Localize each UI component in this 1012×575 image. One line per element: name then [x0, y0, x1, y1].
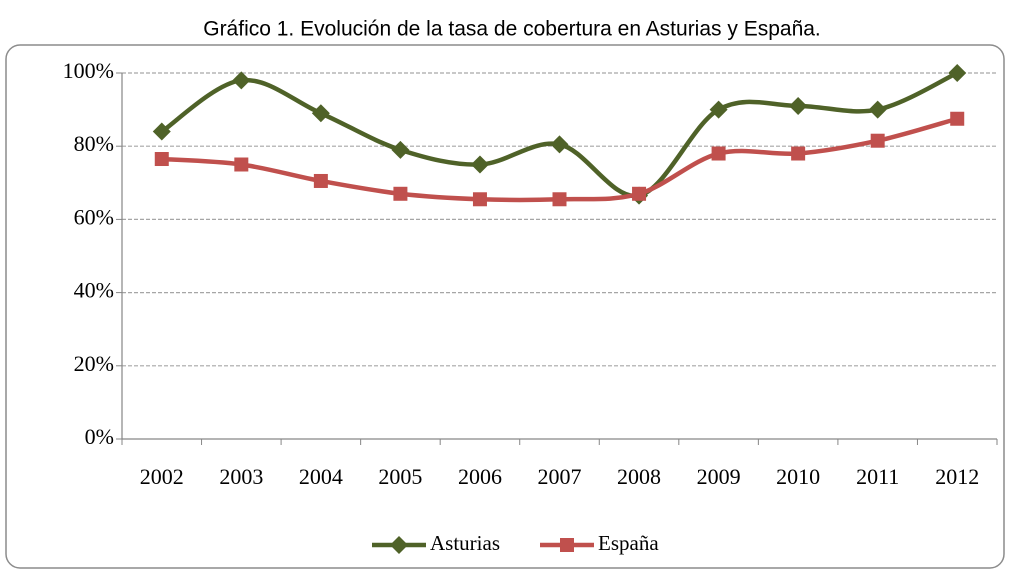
- data-point: [154, 152, 169, 167]
- data-point: [552, 192, 567, 207]
- data-point: [948, 64, 967, 82]
- x-tick-label: 2009: [697, 464, 741, 489]
- x-tick-label: 2010: [776, 464, 820, 489]
- x-tick-label: 2011: [856, 464, 899, 489]
- x-tick-label: 2004: [299, 464, 343, 489]
- data-point: [709, 100, 728, 119]
- x-tick-label: 2002: [140, 464, 184, 489]
- data-point: [234, 157, 249, 172]
- y-tick-label: 100%: [63, 58, 114, 83]
- legend-label: Asturias: [430, 531, 500, 555]
- y-tick-label: 60%: [74, 204, 114, 229]
- y-tick-label: 40%: [74, 278, 114, 303]
- data-point: [789, 96, 808, 115]
- data-point: [870, 133, 885, 148]
- x-tick-label: 2005: [378, 464, 422, 489]
- x-tick-label: 2007: [538, 464, 582, 489]
- data-point: [470, 155, 489, 174]
- x-tick-label: 2012: [935, 464, 979, 489]
- data-point: [632, 186, 647, 201]
- chart-frame: [5, 44, 1005, 569]
- y-tick-label: 20%: [74, 351, 114, 376]
- y-tick-label: 80%: [74, 131, 114, 156]
- data-point: [550, 135, 569, 154]
- data-point: [950, 111, 965, 126]
- data-point: [311, 104, 330, 123]
- legend-label: España: [598, 531, 659, 555]
- data-point: [313, 173, 328, 188]
- legend-marker: [390, 536, 408, 554]
- chart-title: Gráfico 1. Evolución de la tasa de cober…: [203, 18, 821, 41]
- x-tick-label: 2003: [219, 464, 263, 489]
- data-point: [391, 140, 410, 159]
- data-point: [791, 146, 806, 161]
- data-point: [711, 146, 726, 161]
- legend-marker: [560, 538, 574, 552]
- data-point: [152, 122, 171, 141]
- x-tick-label: 2008: [617, 464, 661, 489]
- data-point: [232, 71, 251, 90]
- data-point: [472, 192, 487, 207]
- data-point: [393, 186, 408, 201]
- x-tick-label: 2006: [458, 464, 502, 489]
- y-tick-label: 0%: [85, 424, 114, 449]
- data-point: [868, 100, 887, 119]
